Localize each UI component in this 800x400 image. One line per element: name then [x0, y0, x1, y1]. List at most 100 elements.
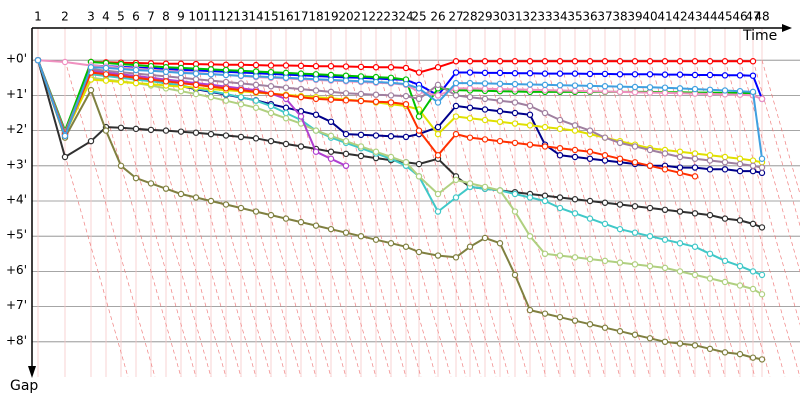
lap-diagonal: [285, 60, 377, 377]
point: [691, 58, 699, 65]
point: [676, 164, 684, 171]
point: [541, 197, 549, 205]
point: [511, 120, 519, 127]
point: [192, 76, 200, 83]
point: [571, 70, 579, 77]
point: [342, 137, 350, 145]
point: [177, 69, 185, 77]
point: [706, 71, 714, 79]
point: [177, 79, 185, 87]
point: [237, 204, 245, 212]
point: [749, 88, 757, 96]
point: [736, 72, 744, 79]
point: [252, 208, 260, 215]
point: [676, 240, 684, 247]
point: [758, 356, 766, 363]
point: [357, 63, 365, 71]
point: [556, 313, 564, 321]
lap-diagonal: [150, 60, 242, 377]
point: [511, 86, 519, 93]
point: [466, 79, 474, 87]
point: [496, 80, 504, 87]
point: [327, 225, 335, 233]
point: [601, 88, 609, 95]
point: [102, 127, 110, 134]
point: [402, 64, 410, 72]
point: [452, 58, 460, 65]
lap-diagonal: [529, 60, 621, 377]
point: [267, 62, 275, 69]
point: [511, 109, 519, 117]
point: [117, 124, 125, 131]
point: [147, 180, 155, 187]
point: [601, 134, 609, 141]
point: [749, 285, 757, 293]
lap-diagonal: [455, 60, 547, 377]
point: [207, 77, 215, 84]
point: [267, 73, 275, 81]
point: [222, 71, 230, 79]
point: [676, 153, 684, 161]
point: [676, 71, 684, 78]
x-tick-label: 8: [162, 10, 170, 24]
point: [466, 134, 474, 141]
point: [646, 89, 654, 96]
point: [706, 152, 714, 159]
x-tick-label: 5: [117, 10, 125, 24]
lap-diagonal: [709, 60, 800, 377]
point: [556, 252, 564, 259]
x-tick-label: 15: [263, 10, 278, 24]
point: [556, 204, 564, 212]
point: [631, 203, 639, 210]
point: [526, 306, 534, 314]
point: [571, 87, 579, 95]
x-tick-label: 31: [507, 10, 522, 24]
lap-diagonal: [752, 60, 800, 227]
point: [661, 84, 669, 91]
point: [511, 139, 519, 147]
point: [466, 58, 474, 65]
point: [312, 127, 320, 134]
point: [691, 164, 699, 171]
point: [466, 69, 474, 76]
point: [222, 61, 230, 68]
lap-diagonal: [405, 60, 497, 377]
point: [434, 99, 442, 106]
x-tick-label: 42: [672, 10, 687, 24]
lap-diagonal: [195, 60, 287, 377]
point: [481, 234, 489, 242]
point: [252, 73, 260, 80]
point: [541, 250, 549, 257]
point: [749, 72, 757, 79]
point: [616, 259, 624, 266]
point: [387, 153, 395, 161]
y-tick-label: +2': [6, 122, 27, 136]
lap-diagonal: [418, 60, 510, 377]
point: [192, 129, 200, 136]
x-tick-label: 19: [323, 10, 338, 24]
point: [571, 58, 579, 65]
point: [312, 111, 320, 118]
x-tick-label: 35: [567, 10, 582, 24]
lap-diagonal: [437, 60, 529, 377]
point: [511, 70, 519, 77]
point: [736, 160, 744, 168]
point: [415, 95, 423, 103]
point: [496, 108, 504, 115]
point: [526, 232, 534, 240]
point: [34, 57, 42, 64]
point: [758, 224, 766, 231]
lap-diagonal: [255, 60, 347, 377]
point: [434, 92, 442, 99]
lap-diagonal: [484, 60, 576, 377]
point: [372, 98, 380, 105]
lap-diagonal: [664, 60, 756, 377]
point: [706, 275, 714, 282]
point: [452, 176, 460, 184]
point: [749, 220, 757, 228]
point: [282, 84, 290, 91]
point: [402, 92, 410, 100]
point: [631, 83, 639, 91]
lap-diagonal: [559, 60, 651, 377]
lap-diagonal: [315, 60, 407, 377]
